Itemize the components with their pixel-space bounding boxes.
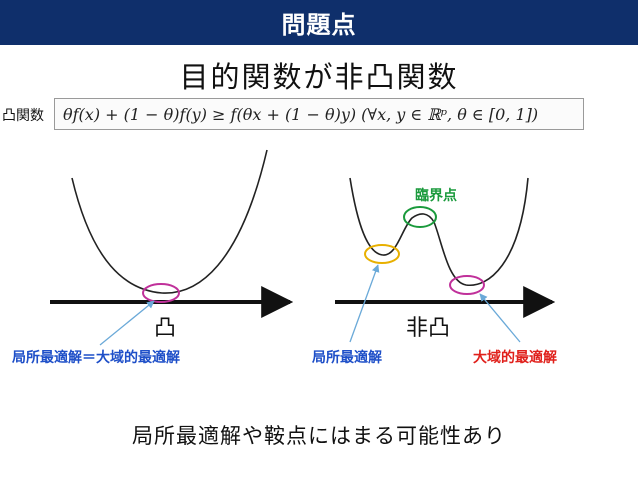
left-axis-label: 凸 [154, 316, 176, 341]
nonconvex-curve [349, 177, 529, 287]
convex-curve [71, 149, 268, 294]
critical-point-marker [403, 206, 437, 228]
local-annotation-arrow [349, 264, 380, 343]
global-annotation: 大域的最適解 [473, 349, 557, 366]
left-annotation: 局所最適解＝大域的最適解 [12, 349, 180, 366]
convex-minimum-marker [142, 283, 180, 303]
global-minimum-marker [449, 275, 485, 295]
footer-note: 局所最適解や鞍点にはまる可能性あり [132, 424, 506, 448]
slide-subtitle: 目的関数が非凸関数 [179, 60, 459, 94]
formula-expression: θf(x) + (1 − θ)f(y) ≥ f(θx + (1 − θ)y) (… [63, 104, 539, 124]
formula-box: θf(x) + (1 − θ)f(y) ≥ f(θx + (1 − θ)y) (… [54, 98, 584, 130]
local-minimum-marker [364, 244, 400, 264]
global-annotation-arrow [479, 293, 521, 343]
header-title: 問題点 [281, 11, 357, 39]
critical-point-label: 臨界点 [415, 187, 457, 204]
right-axis-label: 非凸 [406, 316, 450, 341]
left-annotation-arrow [99, 300, 155, 346]
formula-label: 凸関数 [2, 108, 44, 124]
local-annotation: 局所最適解 [312, 349, 382, 366]
header-bar: 問題点 [0, 0, 638, 45]
